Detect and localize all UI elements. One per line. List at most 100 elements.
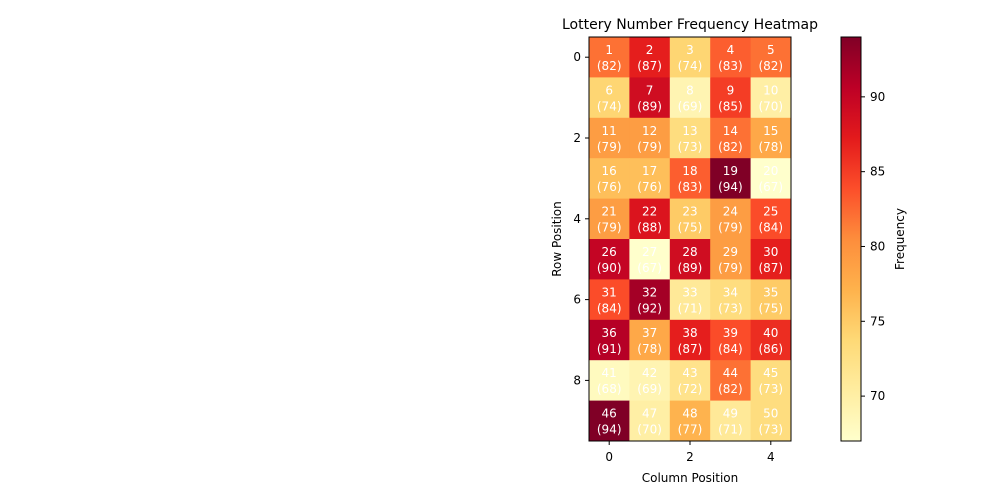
- heatmap-cell: [669, 117, 711, 159]
- cell-frequency-label: (89): [637, 99, 662, 113]
- heatmap-cell: [750, 198, 792, 240]
- cell-number-label: 25: [763, 205, 778, 219]
- y-tick-label: 6: [573, 293, 581, 307]
- cell-frequency-label: (82): [597, 59, 622, 73]
- heatmap-cell: [710, 279, 752, 321]
- heatmap-cell: [750, 319, 792, 361]
- x-axis: 0 2 4: [605, 441, 775, 464]
- heatmap-cell: [669, 360, 711, 402]
- heatmap-cell: [669, 279, 711, 321]
- cell-number-label: 7: [646, 83, 654, 97]
- heatmap-cell: [710, 117, 752, 159]
- heatmap-cell: [589, 198, 630, 240]
- cell-number-label: 15: [763, 124, 778, 138]
- cell-frequency-label: (83): [678, 180, 703, 194]
- heatmap-cell: [589, 400, 630, 442]
- heatmap-cell: [669, 319, 711, 361]
- cell-number-label: 23: [682, 205, 697, 219]
- cell-frequency-label: (74): [678, 59, 703, 73]
- cell-number-label: 26: [602, 245, 617, 259]
- heatmap-cell: [710, 158, 752, 200]
- cell-number-label: 27: [642, 245, 657, 259]
- cell-frequency-label: (94): [718, 180, 743, 194]
- cell-frequency-label: (68): [597, 382, 622, 396]
- cell-frequency-label: (82): [718, 140, 743, 154]
- cell-frequency-label: (84): [758, 221, 783, 235]
- cell-number-label: 49: [723, 407, 738, 421]
- heatmap-cell: [589, 279, 630, 321]
- heatmap-cell: [629, 158, 671, 200]
- colorbar-label: Frequency: [893, 208, 907, 270]
- cell-number-label: 19: [723, 164, 738, 178]
- heatmap-cell: [710, 77, 752, 119]
- heatmap-cells: 1 (82) 2 (87) 3 (74) 4 (83) 5 (82) 6 (74) 7 (89) 8 (69)…: [589, 37, 792, 442]
- heatmap-cell: [589, 117, 630, 159]
- cell-number-label: 17: [642, 164, 657, 178]
- heatmap-cell: [629, 77, 671, 119]
- cell-number-label: 8: [686, 83, 694, 97]
- heatmap-cell: [750, 239, 792, 280]
- heatmap-cell: [589, 77, 630, 119]
- cell-frequency-label: (83): [718, 59, 743, 73]
- colorbar-tick-label: 85: [870, 165, 885, 179]
- cell-frequency-label: (85): [718, 99, 743, 113]
- cell-number-label: 3: [686, 43, 694, 57]
- cell-number-label: 30: [763, 245, 778, 259]
- cell-frequency-label: (79): [718, 261, 743, 275]
- cell-frequency-label: (87): [758, 261, 783, 275]
- y-axis: 0 2 4 6 8: [573, 50, 589, 387]
- chart-title: Lottery Number Frequency Heatmap: [562, 17, 818, 33]
- cell-number-label: 29: [723, 245, 738, 259]
- heatmap-cell: [589, 37, 630, 78]
- x-tick-label: 2: [686, 450, 694, 464]
- cell-number-label: 33: [682, 285, 697, 299]
- cell-frequency-label: (73): [758, 423, 783, 437]
- heatmap-cell: [710, 319, 752, 361]
- cell-frequency-label: (87): [637, 59, 662, 73]
- colorbar-tick-label: 90: [870, 90, 885, 104]
- cell-number-label: 13: [682, 124, 697, 138]
- cell-number-label: 10: [763, 83, 778, 97]
- cell-frequency-label: (72): [678, 382, 703, 396]
- colorbar-axis: 70 75 80 85 90: [861, 90, 885, 403]
- cell-number-label: 22: [642, 205, 657, 219]
- cell-frequency-label: (74): [597, 99, 622, 113]
- heatmap-cell: [669, 198, 711, 240]
- cell-number-label: 48: [682, 407, 697, 421]
- cell-frequency-label: (91): [597, 342, 622, 356]
- heatmap-cell: [589, 360, 630, 402]
- x-tick-label: 4: [767, 450, 775, 464]
- heatmap-cell: [750, 400, 792, 442]
- colorbar: [840, 36, 862, 442]
- cell-number-label: 14: [723, 124, 738, 138]
- cell-number-label: 1: [605, 43, 613, 57]
- colorbar-tick-label: 80: [870, 239, 885, 253]
- heatmap-cell: [750, 117, 792, 159]
- heatmap-cell: [629, 360, 671, 402]
- heatmap-cell: [750, 360, 792, 402]
- heatmap-cell: [589, 158, 630, 200]
- cell-number-label: 46: [602, 407, 617, 421]
- cell-number-label: 38: [682, 326, 697, 340]
- cell-number-label: 21: [602, 205, 617, 219]
- x-axis-label: Column Position: [642, 471, 739, 485]
- heatmap-cell: [669, 400, 711, 442]
- heatmap-cell: [629, 37, 671, 78]
- cell-frequency-label: (86): [758, 342, 783, 356]
- heatmap-cell: [669, 37, 711, 78]
- cell-number-label: 50: [763, 407, 778, 421]
- cell-frequency-label: (87): [678, 342, 703, 356]
- cell-number-label: 42: [642, 366, 657, 380]
- heatmap-cell: [710, 360, 752, 402]
- cell-frequency-label: (79): [597, 221, 622, 235]
- heatmap-cell: [750, 77, 792, 119]
- colorbar-tick-label: 75: [870, 314, 885, 328]
- cell-frequency-label: (78): [637, 342, 662, 356]
- cell-number-label: 34: [723, 285, 738, 299]
- cell-frequency-label: (89): [678, 261, 703, 275]
- y-tick-label: 2: [573, 131, 581, 145]
- cell-frequency-label: (90): [597, 261, 622, 275]
- heatmap-cell: [750, 279, 792, 321]
- cell-frequency-label: (76): [637, 180, 662, 194]
- cell-frequency-label: (75): [678, 221, 703, 235]
